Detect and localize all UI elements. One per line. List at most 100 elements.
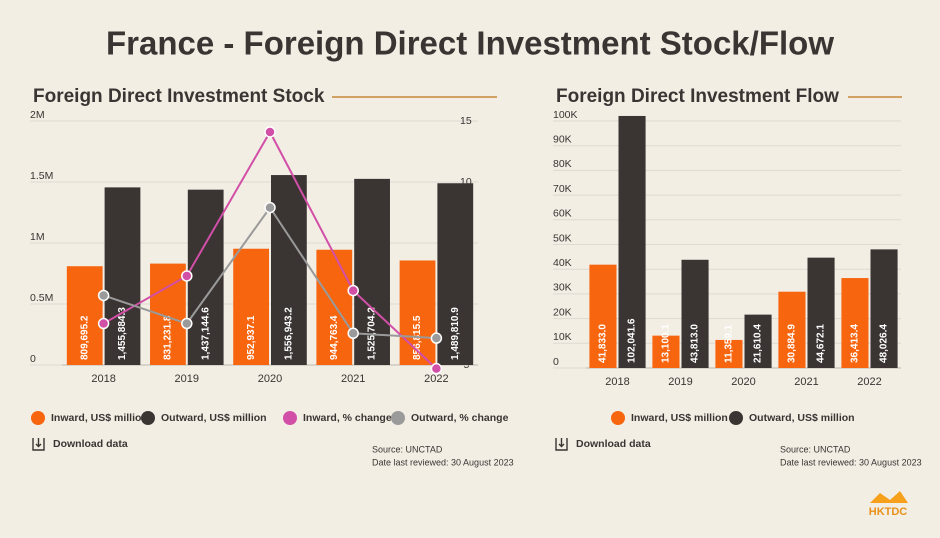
- y-tick-label: 0: [553, 356, 559, 368]
- download-label: Download data: [53, 438, 128, 450]
- bar: [744, 314, 772, 368]
- line-marker: [264, 201, 276, 214]
- legend-label: Inward, % change: [303, 412, 392, 424]
- value-label: 13,100.1: [661, 324, 672, 363]
- value-label: 831,231.8: [163, 315, 174, 360]
- x-tick-label: 2020: [731, 376, 755, 388]
- y-tick-label: 2M: [30, 109, 45, 121]
- bar: [841, 278, 869, 368]
- value-label: 1,437,144.6: [200, 307, 211, 360]
- source: Source: UNCTAD: [372, 444, 443, 454]
- x-tick-label: 2019: [175, 373, 199, 385]
- legend-swatch: [141, 411, 155, 425]
- bar: [316, 249, 353, 365]
- download-button[interactable]: Download data: [555, 438, 651, 451]
- bar: [104, 187, 141, 365]
- y-tick-label: 10K: [553, 331, 572, 343]
- value-label: 36,413.4: [850, 324, 861, 363]
- bar: [652, 335, 680, 368]
- bar: [589, 264, 617, 368]
- value-label: 102,041.6: [627, 318, 638, 363]
- legend-swatch: [31, 411, 45, 425]
- date-reviewed: Date last reviewed: 30 August 2023: [372, 457, 514, 467]
- chart-title: Foreign Direct Investment Flow: [556, 86, 839, 107]
- value-label: 11,359.1: [724, 324, 735, 363]
- chart: Foreign Direct Investment Stock 0 0.5M 1M 1.…: [30, 86, 514, 467]
- y-tick-label: 1M: [30, 231, 45, 243]
- bar: [437, 183, 474, 365]
- y2-tick-label: 10: [460, 176, 472, 188]
- value-label: 809,695.2: [79, 315, 90, 360]
- logo: HKTDC: [869, 491, 908, 518]
- x-tick-label: 2018: [605, 376, 629, 388]
- value-label: 1,455,884.3: [117, 307, 128, 360]
- y-tick-label: 0.5M: [30, 292, 53, 304]
- y-tick-label: 30K: [553, 282, 572, 294]
- bar: [271, 175, 307, 365]
- value-label: 44,672.1: [816, 324, 827, 363]
- legend-swatch: [391, 411, 405, 425]
- line-marker: [347, 327, 359, 340]
- x-tick-label: 2021: [794, 376, 818, 388]
- value-label: 41,833.0: [598, 324, 609, 363]
- value-label: 944,763.4: [329, 315, 340, 360]
- line-marker: [97, 317, 110, 330]
- bar: [715, 339, 743, 368]
- x-tick-label: 2018: [91, 373, 115, 385]
- y-tick-label: 100K: [553, 109, 578, 121]
- y-tick-label: 60K: [553, 208, 572, 220]
- y-tick-label: 50K: [553, 232, 572, 244]
- bar: [807, 257, 835, 368]
- legend-swatch: [611, 411, 625, 425]
- bar: [399, 260, 436, 365]
- value-label: 30,884.9: [787, 324, 798, 363]
- y-tick-label: 20K: [553, 306, 572, 318]
- y-tick-label: 80K: [553, 158, 572, 170]
- line-marker: [181, 317, 193, 330]
- chart-title: Foreign Direct Investment Stock: [33, 86, 325, 107]
- download-button[interactable]: Download data: [32, 438, 128, 451]
- chart: Foreign Direct Investment Flow 0 10K 20K 30K…: [553, 86, 922, 467]
- bar: [681, 259, 709, 368]
- download-icon: [32, 438, 45, 451]
- bar: [66, 266, 103, 365]
- bar: [187, 189, 224, 365]
- legend-label: Outward, % change: [411, 412, 509, 424]
- line-marker: [181, 270, 193, 282]
- y-tick-label: 70K: [553, 183, 572, 195]
- value-label: 1,556,943.2: [284, 307, 295, 360]
- logo-mark: [870, 491, 908, 503]
- bar: [778, 291, 806, 368]
- download-icon: [555, 438, 568, 451]
- legend-label: Outward, US$ million: [161, 412, 267, 424]
- y2-tick-label: 15: [460, 115, 472, 127]
- bar: [870, 249, 898, 368]
- legend-swatch: [729, 411, 743, 425]
- page-title: France - Foreign Direct Investment Stock…: [106, 25, 834, 62]
- source: Source: UNCTAD: [780, 444, 851, 454]
- line-marker: [347, 284, 359, 297]
- x-tick-label: 2022: [424, 373, 448, 385]
- y-tick-label: 90K: [553, 133, 572, 145]
- bar: [233, 248, 269, 365]
- value-label: 1,489,810.9: [450, 307, 461, 360]
- bar: [618, 115, 646, 368]
- logo-text: HKTDC: [869, 506, 908, 518]
- value-label: 43,813.0: [690, 324, 701, 363]
- y-tick-label: 40K: [553, 257, 572, 269]
- x-tick-label: 2022: [857, 376, 881, 388]
- value-label: 1,525,704.2: [367, 307, 378, 360]
- legend-label: Inward, US$ million: [51, 412, 148, 424]
- line-marker: [264, 126, 276, 138]
- x-tick-label: 2021: [341, 373, 365, 385]
- legend-label: Outward, US$ million: [749, 412, 855, 424]
- legend-swatch: [283, 411, 297, 425]
- legend-label: Inward, US$ million: [631, 412, 728, 424]
- y-tick-label: 0: [30, 353, 36, 365]
- value-label: 21,610.4: [753, 324, 764, 363]
- y-tick-label: 1.5M: [30, 170, 53, 182]
- download-label: Download data: [576, 438, 651, 450]
- x-tick-label: 2020: [258, 373, 282, 385]
- value-label: 952,937.1: [246, 315, 257, 360]
